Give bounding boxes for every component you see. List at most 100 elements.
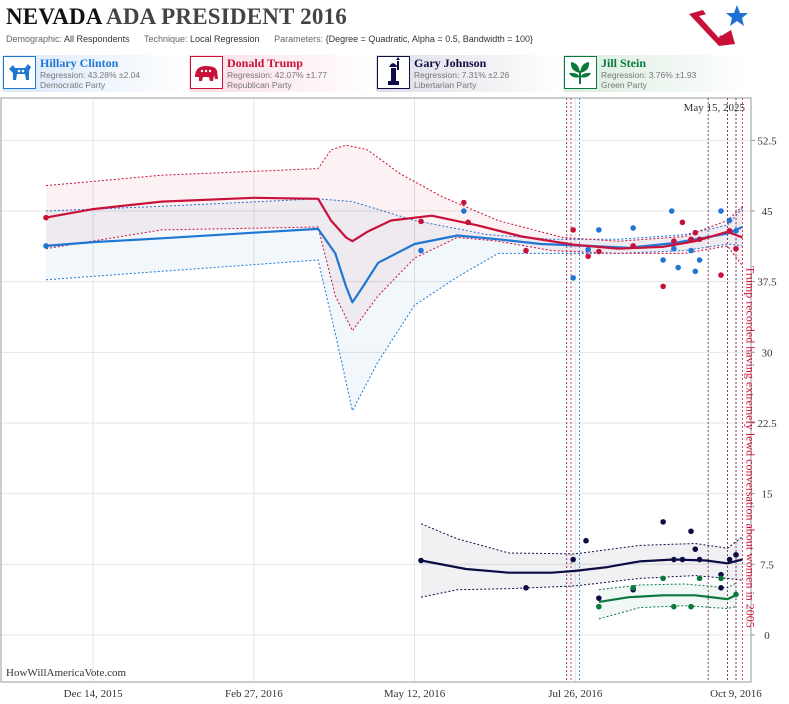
- poll-point: [692, 229, 699, 236]
- poll-point: [675, 264, 681, 271]
- poll-point: [583, 537, 589, 544]
- poll-point: [418, 557, 424, 564]
- state-name: NEVADA: [6, 4, 102, 29]
- candidate-party: Democratic Party: [40, 80, 106, 90]
- y-tick-label: 37.5: [757, 277, 777, 289]
- x-tick-label: Feb 27, 2016: [225, 688, 283, 700]
- poll-point: [418, 218, 424, 225]
- date-label: May 15, 2025: [684, 102, 746, 114]
- poll-point: [660, 519, 666, 525]
- poll-point: [523, 247, 529, 254]
- poll-point: [461, 208, 467, 214]
- poll-point: [630, 225, 636, 231]
- poll-point: [718, 575, 724, 582]
- poll-point: [696, 575, 703, 582]
- candidate-regression: Regression: 43.28% ±2.04: [40, 70, 141, 80]
- poll-point: [570, 556, 576, 563]
- demographic-label: Demographic:: [6, 34, 63, 44]
- poll-point: [671, 556, 677, 563]
- leaf-icon: [564, 56, 597, 89]
- y-tick-label: 7.5: [760, 559, 774, 571]
- poll-point: [596, 603, 602, 610]
- poll-point: [688, 247, 694, 254]
- logo-star-icon: [726, 5, 748, 26]
- candidate-card-clinton[interactable]: Hillary Clinton Regression: 43.28% ±2.04…: [2, 55, 188, 92]
- poll-point: [465, 219, 471, 226]
- poll-point: [660, 257, 666, 263]
- upper-bound-line: [45, 198, 743, 240]
- site-logo[interactable]: [685, 2, 751, 48]
- poll-point: [688, 236, 694, 243]
- poll-point: [668, 208, 675, 214]
- demographic-value: All Respondents: [64, 34, 130, 44]
- y-tick-label: 30: [762, 347, 774, 359]
- event-annotation: Trump recorded having extremely lewd con…: [743, 266, 757, 628]
- confidence-bands: [45, 144, 743, 620]
- poll-point: [688, 603, 694, 610]
- candidate-regression: Regression: 7.31% ±2.26: [414, 70, 510, 80]
- poll-point: [671, 245, 677, 252]
- x-axis: Dec 14, 2015 Feb 27, 2016 May 12, 2016 Jul …: [64, 688, 763, 700]
- logo-white-stripe: [699, 14, 721, 38]
- y-tick-label: 52.5: [757, 135, 777, 147]
- lower-bound-line: [598, 605, 737, 620]
- page-title: NEVADA ADA PRESIDENT 2016: [6, 4, 347, 30]
- candidate-party: Green Party: [601, 80, 647, 90]
- candidate-party: Republican Party: [227, 80, 292, 90]
- x-tick-label: May 12, 2016: [384, 688, 446, 700]
- poll-point: [718, 208, 724, 214]
- regression-line: [45, 225, 743, 304]
- poll-point: [585, 253, 591, 260]
- technique-value: Local Regression: [190, 34, 260, 44]
- poll-point: [733, 552, 739, 558]
- poll-point: [630, 585, 636, 591]
- poll-point: [688, 528, 694, 535]
- upper-bound-line: [420, 523, 743, 555]
- x-tick-label: Oct 9, 2016: [710, 688, 762, 700]
- grid: [1, 98, 751, 682]
- poll-point: [696, 257, 703, 263]
- candidate-card-johnson[interactable]: Gary Johnson Regression: 7.31% ±2.26 Lib…: [376, 55, 562, 92]
- x-tick-label: Dec 14, 2015: [64, 688, 123, 700]
- candidate-party: Libertarian Party: [414, 80, 477, 90]
- poll-point: [696, 556, 703, 563]
- upper-bound-line: [598, 582, 737, 591]
- poll-chart: 0 7.5 15 22.5 30 37.5 45 52.5 Dec 14, 2015 Feb 2…: [0, 97, 777, 700]
- candidate-name: Hillary Clinton: [40, 56, 119, 70]
- candidate-card-stein[interactable]: Jill Stein Regression: 3.76% ±1.93 Green…: [563, 55, 749, 92]
- candidate-card-trump[interactable]: Donald Trump Regression: 42.07% ±1.77 Re…: [189, 55, 375, 92]
- poll-point: [596, 248, 602, 255]
- y-tick-label: 0: [764, 630, 770, 642]
- upper-bound-line: [45, 144, 743, 242]
- poll-point: [585, 246, 591, 253]
- poll-point: [726, 228, 733, 234]
- poll-point: [726, 217, 733, 224]
- poll-point: [523, 585, 529, 591]
- y-axis: 0 7.5 15 22.5 30 37.5 45 52.5: [751, 135, 777, 642]
- poll-point: [570, 275, 576, 281]
- parameters-label: Parameters:: [274, 34, 324, 44]
- confidence-band: [46, 198, 743, 411]
- donkey-icon: [3, 56, 36, 89]
- x-tick-label: Jul 26, 2016: [548, 688, 603, 700]
- poll-point: [696, 236, 703, 243]
- parameters-line: Demographic: All Respondents Technique: …: [6, 34, 533, 44]
- regression-line: [598, 594, 737, 603]
- regression-line: [420, 558, 743, 574]
- poll-point: [418, 247, 424, 254]
- regression-lines: [45, 196, 743, 603]
- poll-point: [718, 272, 724, 278]
- poll-point: [733, 245, 739, 252]
- poll-point: [660, 575, 666, 582]
- lower-bound-line: [420, 575, 743, 598]
- poll-point: [733, 228, 739, 234]
- regression-line: [45, 196, 743, 250]
- candidate-name: Gary Johnson: [414, 56, 487, 70]
- statue-of-liberty-icon: [377, 56, 410, 89]
- plot-frame: [0, 97, 752, 683]
- poll-point: [718, 585, 724, 591]
- poll-point: [596, 227, 602, 233]
- poll-point: [660, 283, 666, 290]
- lower-bound-line: [45, 243, 743, 413]
- watermark: HowWillAmericaVote.com: [6, 667, 126, 679]
